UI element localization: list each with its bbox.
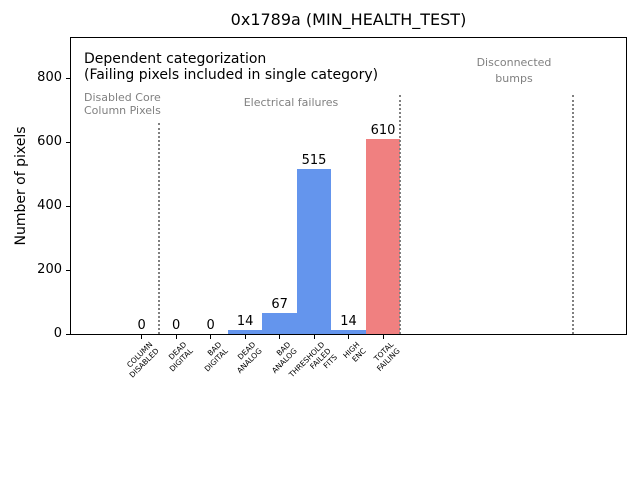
bar-threshold-failed-fits — [296, 169, 332, 334]
y-tick-label: 0 — [53, 326, 62, 341]
plot-frame — [70, 37, 627, 335]
y-tick — [66, 269, 70, 271]
x-tick — [348, 335, 349, 339]
y-tick-label: 200 — [37, 262, 62, 277]
bar-bad-analog — [262, 312, 297, 334]
divider-line — [399, 95, 402, 334]
annotation-failing-pixels-note: (Failing pixels included in single categ… — [84, 67, 379, 83]
y-tick-label: 800 — [37, 70, 62, 85]
bar-value-label: 610 — [370, 122, 396, 138]
bar-value-label: 0 — [171, 318, 181, 333]
x-tick — [141, 335, 143, 339]
x-tick — [244, 335, 246, 339]
bar-value-label: 0 — [137, 318, 146, 333]
divider-line — [157, 122, 160, 334]
bar-value-label: 14 — [340, 313, 357, 329]
x-tick — [210, 335, 212, 339]
annotation-dependent-categorization: Dependent categorization — [84, 51, 267, 67]
region-label-electrical-failures: Electrical failures — [243, 96, 339, 109]
bar-value-label: 0 — [206, 318, 215, 333]
y-tick — [66, 333, 70, 335]
x-tick — [279, 335, 281, 339]
y-tick — [66, 141, 70, 143]
bar-total-failing — [365, 138, 401, 334]
y-tick — [66, 205, 70, 207]
y-tick-label: 400 — [37, 198, 62, 213]
bar-high-enc — [331, 329, 366, 334]
x-tick — [313, 335, 315, 339]
x-tick — [382, 335, 384, 339]
bar-value-label: 14 — [236, 313, 254, 329]
region-label-disabled-core-column-pixels: Disabled Core Column Pixels — [84, 91, 161, 117]
bar-value-label: 67 — [271, 296, 288, 312]
chart-title: 0x1789a (MIN_HEALTH_TEST) — [230, 10, 467, 29]
bar-dead-analog — [227, 329, 263, 334]
y-tick — [66, 77, 70, 79]
bar-value-label: 515 — [301, 153, 327, 169]
y-tick-label: 600 — [37, 134, 62, 149]
x-tick — [175, 335, 177, 339]
region-label-disconnected-bumps: Disconnected bumps — [476, 56, 552, 85]
divider-line — [571, 95, 574, 334]
